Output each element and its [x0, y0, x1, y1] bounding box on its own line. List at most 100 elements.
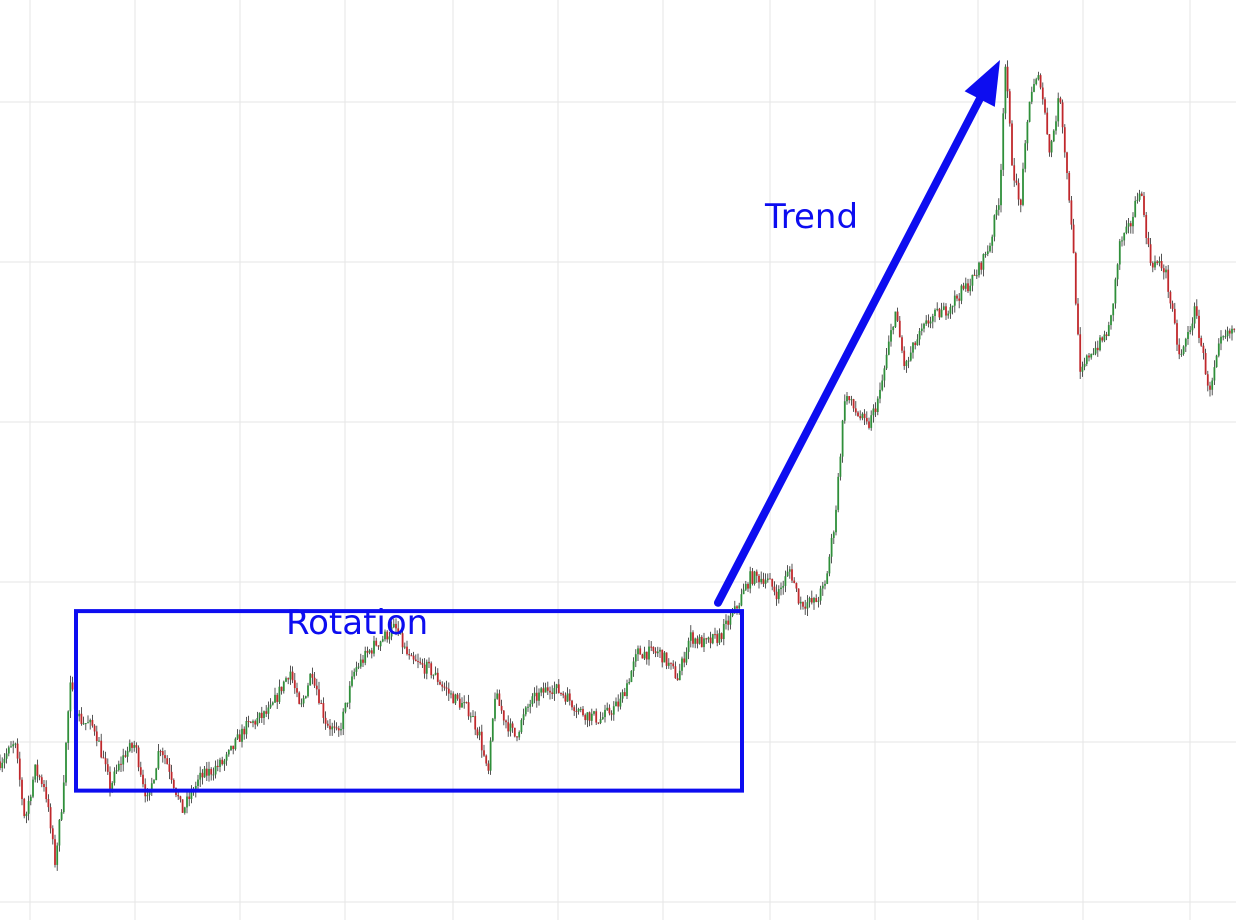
candle-up	[861, 413, 864, 419]
candle-up	[599, 719, 602, 723]
candle-up	[225, 754, 228, 761]
candle-down	[38, 775, 41, 778]
rotation-box	[74, 609, 744, 793]
candle-up	[32, 779, 34, 797]
candle-down	[755, 571, 758, 576]
candle-down	[1048, 134, 1051, 153]
candle-up	[25, 813, 28, 817]
candle-up	[469, 716, 472, 718]
candle-down	[542, 688, 545, 693]
candle-down	[573, 707, 576, 711]
candle-down	[610, 713, 613, 715]
candle-up	[555, 684, 558, 689]
candle-down	[315, 685, 318, 690]
candle-up	[632, 661, 635, 671]
candle-up	[1, 762, 4, 769]
candle-up	[1035, 79, 1038, 85]
candle-up	[274, 694, 276, 703]
candle-down	[502, 710, 505, 721]
candle-up	[399, 633, 402, 635]
candle-down	[848, 396, 851, 401]
candle-down	[318, 689, 320, 704]
candle-up	[1037, 75, 1040, 80]
candle-down	[927, 320, 930, 324]
candle-up	[872, 408, 875, 416]
candle-up	[1123, 232, 1126, 241]
candle-down	[159, 751, 162, 753]
candle-down	[962, 285, 965, 289]
candle-up	[870, 415, 873, 428]
candle-down	[1070, 200, 1073, 225]
candle-down	[172, 779, 175, 789]
candle-down	[106, 764, 109, 772]
candle-down	[487, 763, 490, 771]
candle-up	[425, 661, 428, 674]
candle-up	[621, 692, 624, 699]
candle-down	[1145, 214, 1148, 239]
candle-up	[1136, 199, 1139, 201]
candle-up	[203, 768, 206, 778]
candle-up	[687, 640, 690, 652]
candle-down	[903, 350, 906, 367]
candle-up	[359, 659, 362, 667]
candle-down	[863, 413, 866, 418]
candle-up	[1114, 279, 1117, 304]
candle-down	[1072, 224, 1075, 254]
candle-down	[1147, 238, 1150, 245]
candle-down	[1167, 269, 1170, 292]
candle-down	[467, 702, 470, 717]
candle-down	[736, 606, 738, 609]
candle-down	[181, 799, 184, 813]
candle-up	[1158, 261, 1161, 264]
candle-up	[964, 283, 967, 289]
candle-up	[346, 702, 349, 704]
candle-up	[111, 782, 114, 790]
candle-down	[967, 283, 969, 292]
candle-down	[617, 701, 620, 707]
candle-up	[1094, 347, 1097, 354]
candle-up	[553, 688, 556, 695]
candle-down	[329, 725, 331, 730]
candle-down	[1140, 193, 1143, 196]
candle-down	[564, 695, 567, 702]
candle-up	[606, 707, 609, 710]
candle-up	[230, 745, 232, 751]
candle-down	[124, 755, 127, 757]
candle-up	[153, 780, 155, 784]
candle-up	[685, 651, 688, 663]
candle-down	[71, 682, 74, 690]
candle-up	[87, 722, 89, 724]
candle-up	[282, 681, 285, 692]
candle-up	[271, 702, 274, 705]
candle-down	[1015, 180, 1018, 183]
candle-down	[652, 646, 655, 652]
candle-up	[788, 569, 791, 572]
candle-up	[590, 713, 593, 721]
candle-up	[69, 682, 72, 712]
candle-up	[56, 845, 59, 865]
candle-up	[637, 648, 639, 655]
candle-up	[126, 750, 129, 757]
candle-up	[304, 696, 307, 699]
candle-down	[1011, 123, 1013, 166]
candle-down	[428, 661, 430, 664]
candle-up	[115, 770, 118, 772]
candle-down	[476, 729, 479, 736]
candle-down	[571, 700, 573, 708]
candle-down	[1077, 303, 1079, 335]
candle-down	[865, 417, 868, 422]
candle-down	[795, 583, 798, 589]
candle-down	[511, 723, 514, 728]
trend-label: Trend	[764, 197, 858, 237]
candle-up	[491, 718, 494, 741]
candle-up	[1055, 121, 1057, 131]
candle-up	[1092, 353, 1095, 355]
candle-down	[179, 796, 182, 800]
candle-down	[709, 637, 712, 644]
candle-up	[1191, 323, 1194, 331]
candle-down	[775, 591, 778, 600]
candle-up	[219, 759, 221, 767]
candle-down	[597, 722, 600, 724]
candle-up	[971, 274, 974, 286]
candle-down	[1019, 199, 1022, 205]
